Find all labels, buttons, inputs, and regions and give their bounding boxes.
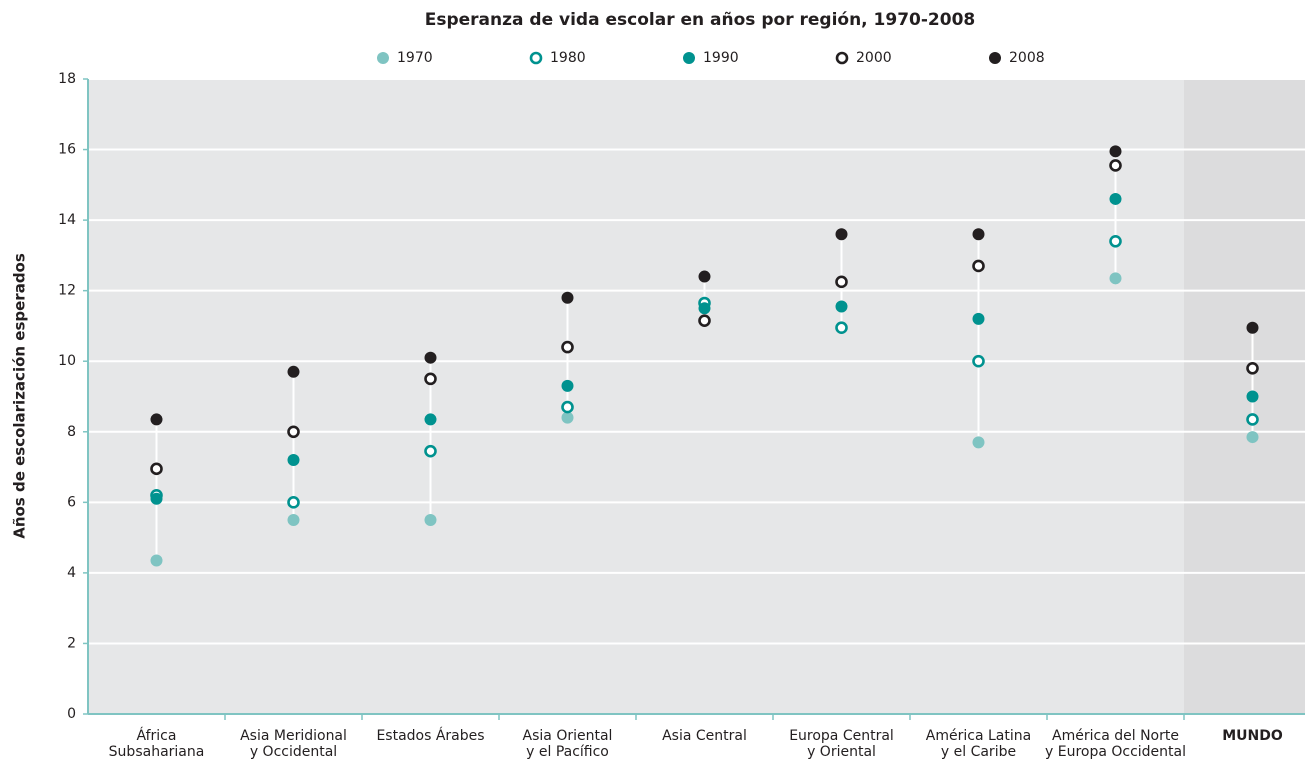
x-tick-label: Asia Meridional y Occidental: [240, 728, 347, 760]
plot-background: [88, 79, 1305, 714]
dot: [972, 354, 985, 368]
y-tick-label: 18: [58, 71, 76, 87]
dot: [1109, 272, 1122, 285]
legend-label: 2008: [1009, 50, 1045, 66]
dot: [1109, 192, 1122, 205]
x-tick-label: Asia Central: [662, 728, 747, 744]
y-tick-label: 16: [58, 142, 76, 158]
y-tick-label: 0: [67, 706, 76, 722]
y-tick-label: 14: [58, 212, 76, 228]
y-tick-label: 10: [58, 353, 76, 369]
dot: [150, 462, 163, 476]
dot: [1109, 145, 1122, 158]
legend-label: 2000: [856, 50, 892, 66]
dot: [561, 400, 574, 414]
y-tick-label: 8: [67, 424, 76, 440]
dot: [287, 365, 300, 378]
dot: [150, 492, 163, 505]
x-tick-label: América del Norte y Europa Occidental: [1045, 728, 1186, 760]
legend-label: 1970: [397, 50, 433, 66]
x-tick-label: Estados Árabes: [376, 727, 484, 744]
dot: [835, 300, 848, 313]
y-tick-label: 6: [67, 494, 76, 510]
dot: [287, 496, 300, 509]
dot: [561, 291, 574, 304]
y-axis-label: Años de escolarización esperados: [11, 253, 29, 539]
x-tick-label: América Latina y el Caribe: [926, 728, 1031, 760]
dot: [1109, 159, 1122, 172]
dot: [835, 275, 848, 289]
dot: [1246, 431, 1259, 444]
legend-marker: [989, 52, 1001, 64]
dot: [561, 340, 574, 354]
dot: [424, 444, 437, 458]
dot: [698, 270, 711, 283]
chart-title: Esperanza de vida escolar en años por re…: [425, 10, 976, 30]
dot: [972, 436, 985, 449]
dot: [424, 513, 437, 526]
dot: [972, 228, 985, 241]
plot-area: [88, 78, 1305, 715]
x-tick-label: MUNDO: [1222, 728, 1283, 744]
x-tick-label: África Subsahariana: [109, 727, 205, 760]
dot: [1246, 361, 1259, 375]
legend-marker: [377, 52, 389, 64]
dot: [561, 379, 574, 392]
dot: [835, 321, 848, 335]
dot: [1109, 234, 1122, 248]
dot: [561, 411, 574, 424]
y-tick-label: 12: [58, 283, 76, 299]
dot: [835, 228, 848, 241]
legend-marker: [683, 52, 695, 64]
dot: [972, 312, 985, 325]
x-tick-label: Asia Oriental y el Pacífico: [523, 728, 613, 760]
legend-label: 1980: [550, 50, 586, 66]
y-tick-label: 2: [67, 635, 76, 651]
dot: [1246, 390, 1259, 403]
dot: [698, 314, 711, 327]
highlight-background: [1184, 79, 1305, 714]
legend-label: 1990: [703, 50, 739, 66]
dot: [287, 513, 300, 526]
dot: [1246, 321, 1259, 334]
dot: [972, 259, 985, 273]
dot: [150, 413, 163, 426]
dot: [424, 351, 437, 364]
y-tick-label: 4: [67, 565, 76, 581]
dot: [287, 425, 300, 439]
dot: [424, 413, 437, 426]
x-tick-label: Europa Central y Oriental: [789, 728, 894, 760]
dot: [150, 554, 163, 567]
dot: [424, 372, 437, 386]
legend-marker: [529, 51, 543, 65]
legend-marker: [835, 51, 849, 65]
dot: [287, 454, 300, 466]
dot: [698, 302, 711, 315]
dot: [1246, 413, 1259, 426]
